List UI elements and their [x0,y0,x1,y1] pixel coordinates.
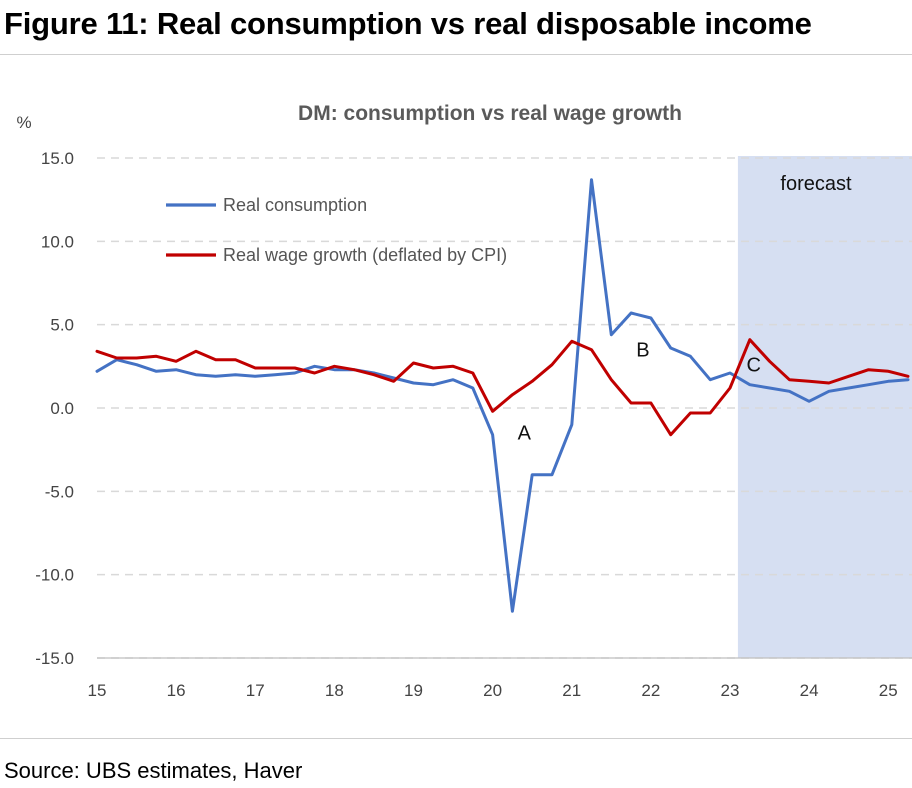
y-tick-label: -5.0 [45,482,74,501]
figure-title: Figure 11: Real consumption vs real disp… [4,6,812,41]
x-tick-label: 17 [246,681,265,700]
x-tick-label: 19 [404,681,423,700]
x-tick-label: 16 [167,681,186,700]
x-tick-label: 23 [721,681,740,700]
y-tick-label: -15.0 [35,649,74,668]
y-tick-label: 10.0 [41,232,74,251]
y-tick-label: 15.0 [41,149,74,168]
y-axis-label: % [16,113,31,132]
forecast-label: forecast [780,173,852,195]
series-line-real-consumption [95,178,910,613]
y-tick-label: 0.0 [50,399,74,418]
x-tick-label: 24 [800,681,819,700]
annotation-b: B [636,339,649,361]
bottom-divider [0,738,912,739]
annotation-c: C [747,354,761,376]
forecast-band [737,156,912,658]
axes: 15.0 10.0 5.0 0.0 -5.0 -10.0 -15.0 15 16 17 18 19 20… [16,113,912,700]
x-tick-label: 20 [483,681,502,700]
y-tick-label: -10.0 [35,566,74,585]
x-tick-label: 22 [641,681,660,700]
legend-real-consumption-label: Real consumption [223,195,367,215]
x-tick-label: 21 [562,681,581,700]
y-tick-label: 5.0 [50,316,74,335]
series-line-real-wage-growth [95,338,910,437]
line-chart: 15.0 10.0 5.0 0.0 -5.0 -10.0 -15.0 15 16 17 18 19 20… [16,102,912,700]
x-tick-label: 15 [88,681,107,700]
x-tick-label: 25 [879,681,898,700]
labels-layer: DM: consumption vs real wage growth forec… [166,102,852,445]
forecast-band-layer [737,156,912,658]
chart-title: DM: consumption vs real wage growth [298,102,682,125]
source-note: Source: UBS estimates, Haver [4,758,303,783]
legend-real-wage-growth-label: Real wage growth (deflated by CPI) [223,245,507,265]
series-layer [95,178,910,613]
top-divider [0,54,912,55]
annotation-a: A [518,423,532,445]
x-tick-label: 18 [325,681,344,700]
